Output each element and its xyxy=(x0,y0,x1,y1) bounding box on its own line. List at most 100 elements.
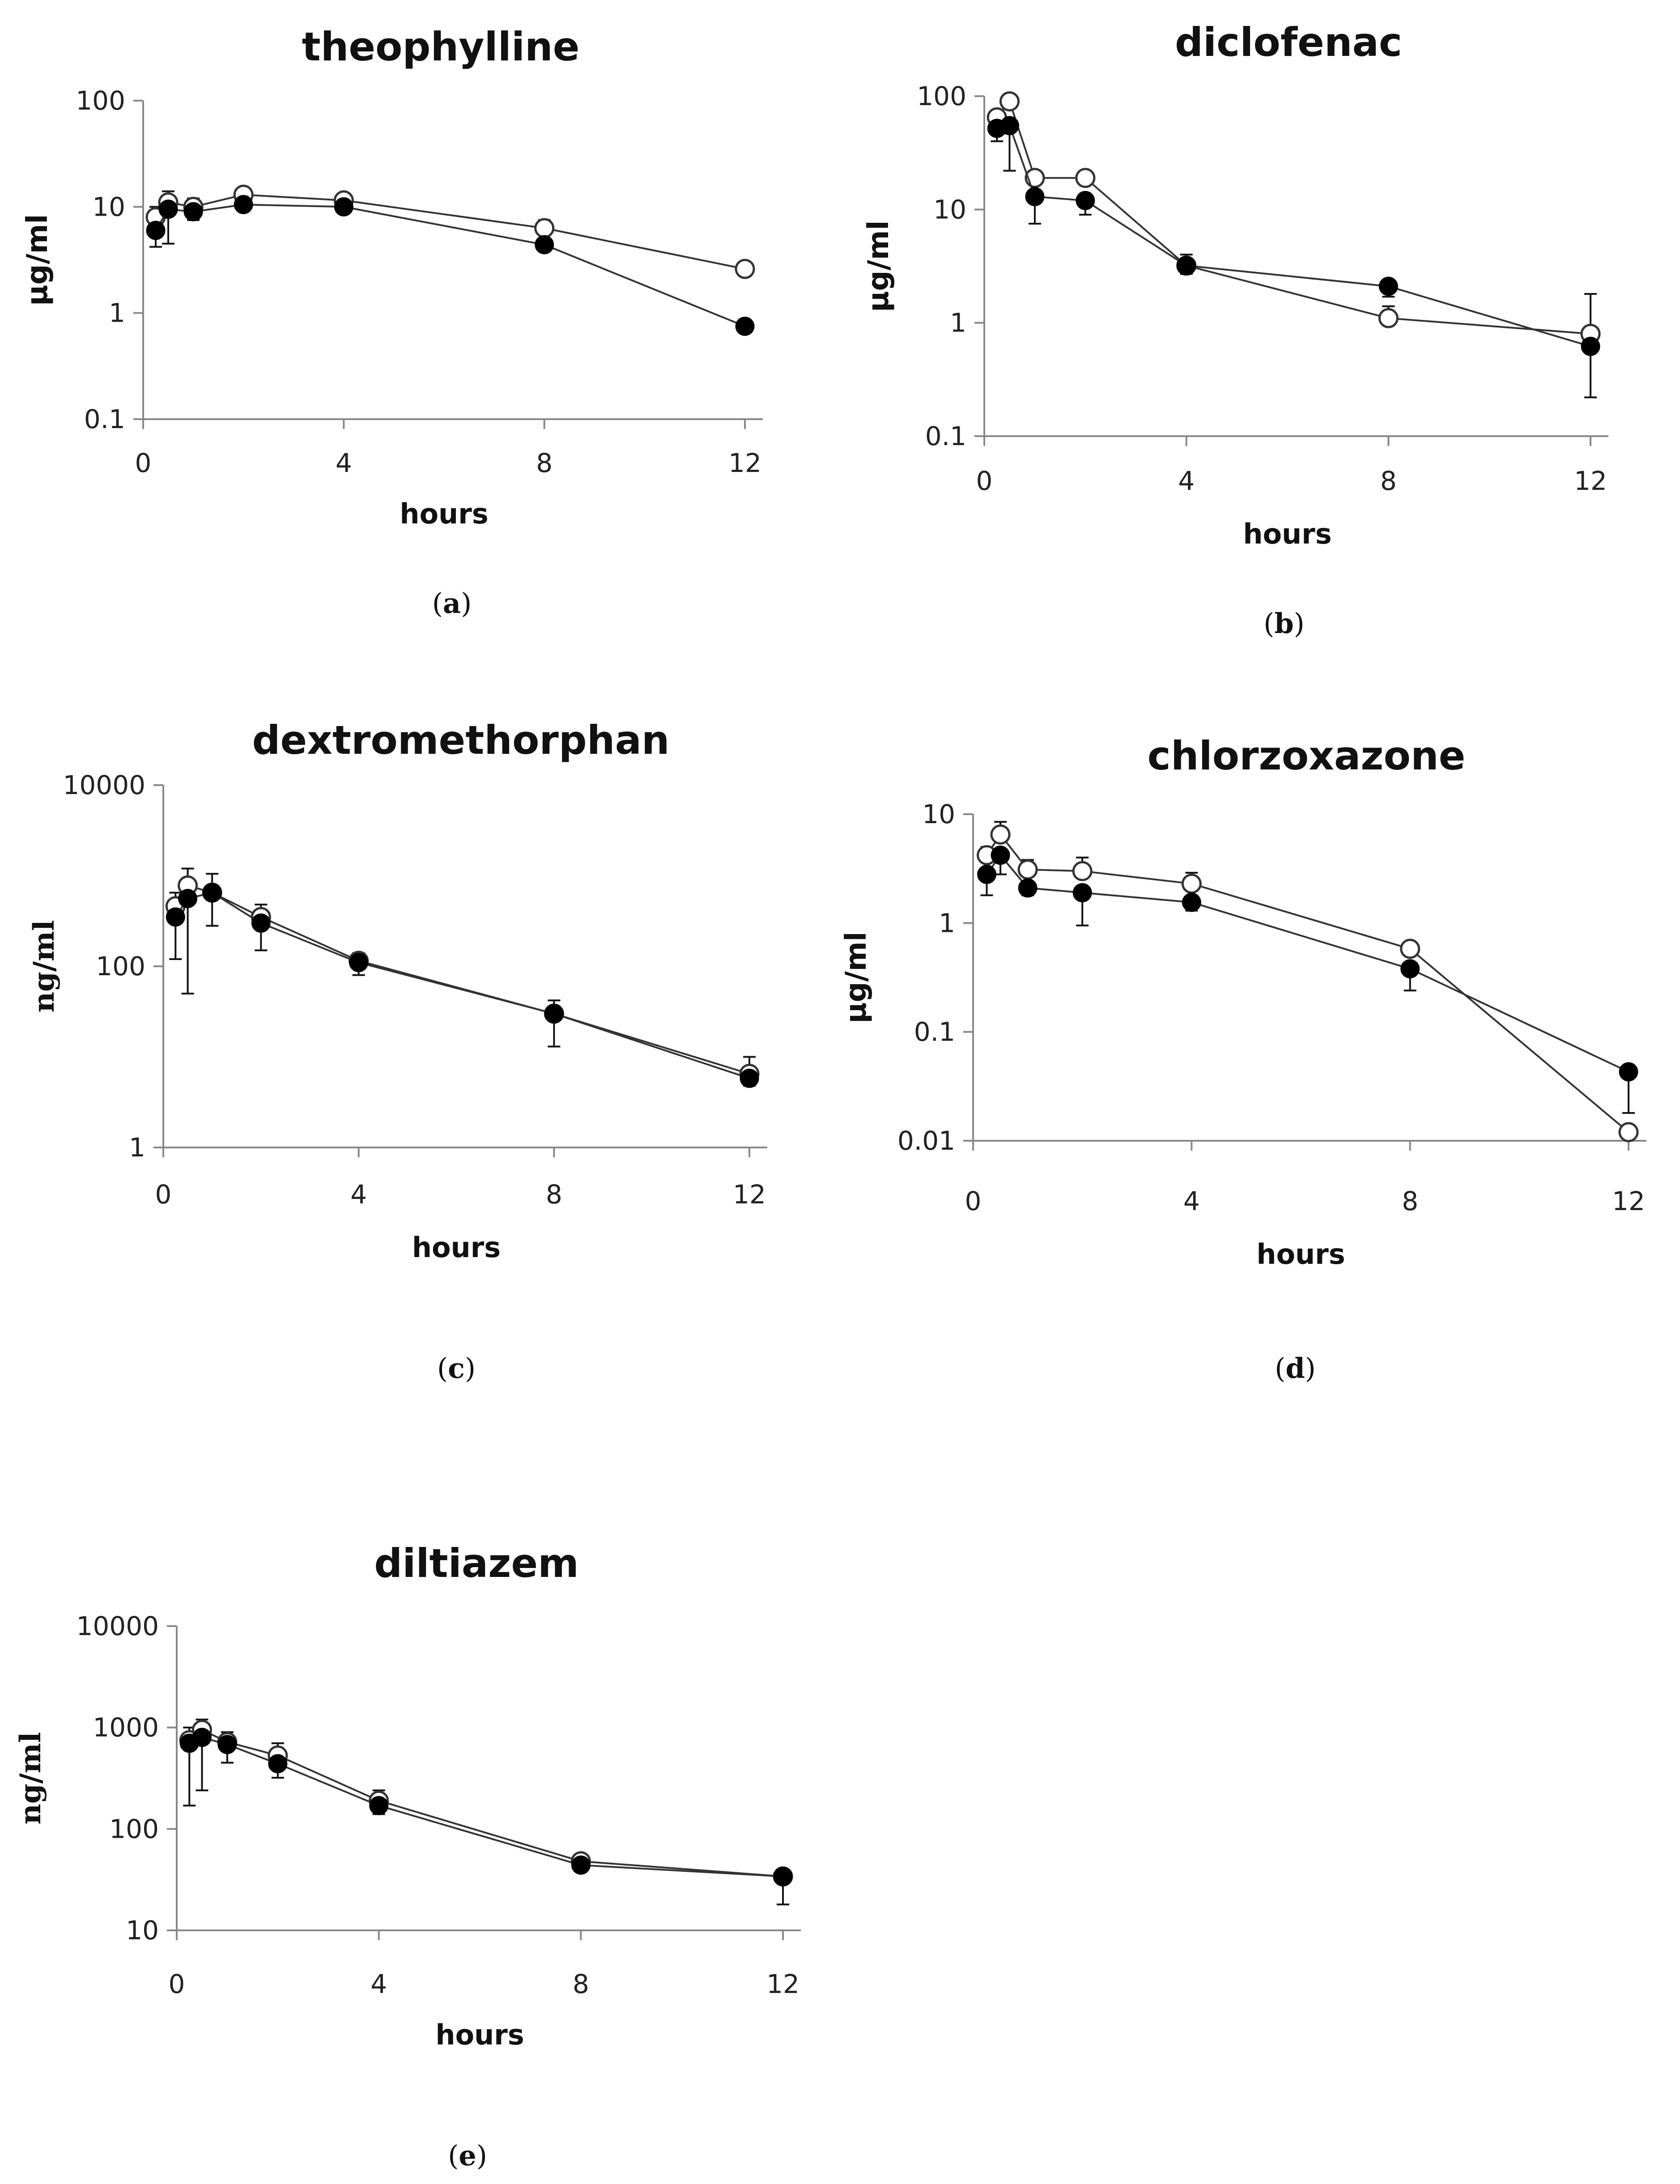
y-tick-label: 1 xyxy=(109,298,125,328)
chart-panel-diclofenac: diclofenac 0.1 1 10 100 0 4 8 12 hours μg/ml (b) xyxy=(862,19,1608,640)
y-tick-label: 0.1 xyxy=(925,421,966,451)
y-tick-label: 0.1 xyxy=(914,1017,955,1047)
x-tick-label: 12 xyxy=(728,448,761,478)
data-point-filled xyxy=(1581,336,1600,356)
data-point-filled xyxy=(202,883,222,902)
y-tick-label: 10000 xyxy=(76,1611,159,1641)
x-tick-label: 8 xyxy=(1402,1186,1418,1216)
y-tick-label: 10 xyxy=(126,1915,159,1946)
x-axis-label: hours xyxy=(1243,518,1331,550)
series-filled xyxy=(987,116,1600,399)
data-point-filled xyxy=(166,907,185,927)
x-tick-label: 4 xyxy=(350,1179,367,1210)
y-tick-label: 1 xyxy=(939,908,955,938)
data-point-filled xyxy=(735,316,755,336)
y-tick-label: 1 xyxy=(129,1132,145,1163)
x-tick-label: 0 xyxy=(976,466,993,496)
panel-caption: (d) xyxy=(1275,1352,1316,1385)
x-tick-label: 12 xyxy=(1574,466,1607,496)
y-axis-label: μg/ml xyxy=(862,221,895,312)
panel-caption: (a) xyxy=(432,587,472,620)
x-axis-label: hours xyxy=(435,2018,524,2051)
y-tick-label: 10 xyxy=(92,191,125,222)
y-tick-label: 100 xyxy=(917,81,966,111)
data-point-open xyxy=(534,218,555,238)
data-point-open xyxy=(1400,939,1421,959)
x-tick-label: 4 xyxy=(1178,466,1195,496)
y-axis-label: ng/ml xyxy=(14,1732,47,1825)
chart-panel-diltiazem: diltiazem 10 100 1000 10000 0 4 8 12 hours ng/ml (e… xyxy=(14,1540,801,2172)
y-tick-label: 0.01 xyxy=(897,1126,955,1156)
data-point-filled xyxy=(1076,191,1095,210)
x-tick-label: 0 xyxy=(965,1186,982,1216)
x-tick-label: 4 xyxy=(336,448,352,478)
x-tick-label: 0 xyxy=(155,1179,172,1210)
data-point-filled xyxy=(991,846,1010,865)
x-tick-label: 0 xyxy=(135,448,152,478)
data-point-filled xyxy=(1400,959,1420,979)
data-point-filled xyxy=(773,1867,793,1887)
chart-panel-dextromethorphan: dextromethorphan 1 100 10000 0 4 8 12 hours ng/ml… xyxy=(27,717,767,1385)
y-tick-label: 1000 xyxy=(93,1712,159,1743)
x-tick-label: 8 xyxy=(546,1179,562,1210)
series-line xyxy=(996,99,1591,335)
data-point-filled xyxy=(234,195,253,214)
y-tick-label: 100 xyxy=(96,951,145,982)
x-axis-label: hours xyxy=(412,1231,501,1264)
y-axis-label: μg/ml xyxy=(21,214,54,306)
data-point-filled xyxy=(268,1754,288,1773)
y-tick-label: 100 xyxy=(76,85,125,116)
x-tick-label: 12 xyxy=(733,1179,766,1210)
data-point-filled xyxy=(192,1728,212,1747)
y-tick-label: 10 xyxy=(933,194,966,225)
y-tick-label: 10 xyxy=(922,799,955,829)
data-point-open xyxy=(999,91,1020,112)
y-tick-label: 0.1 xyxy=(84,404,125,434)
series-filled xyxy=(179,1728,793,1906)
series-open xyxy=(987,91,1601,344)
y-tick-label: 100 xyxy=(109,1814,159,1844)
x-tick-label: 4 xyxy=(1183,1186,1200,1216)
panel-caption: (c) xyxy=(437,1352,476,1385)
data-point-open xyxy=(1017,859,1038,880)
chart-title: theophylline xyxy=(302,24,580,70)
series-line xyxy=(996,124,1591,348)
x-axis-label: hours xyxy=(1256,1238,1345,1270)
data-point-filled xyxy=(740,1068,759,1088)
series-line xyxy=(155,204,745,327)
x-tick-label: 8 xyxy=(536,448,553,478)
data-point-open xyxy=(1072,861,1093,881)
data-point-filled xyxy=(334,197,353,217)
series-open xyxy=(977,821,1639,1143)
data-point-open xyxy=(1181,873,1202,894)
chart-panel-chlorzoxazone: chlorzoxazone 0.01 0.1 1 10 0 4 8 12 hours μg/ml (d… xyxy=(840,733,1646,1385)
data-point-filled xyxy=(146,221,166,240)
chart-title: diclofenac xyxy=(1175,19,1402,65)
data-point-filled xyxy=(1619,1062,1638,1082)
data-point-open xyxy=(990,824,1011,845)
x-tick-label: 12 xyxy=(1612,1186,1645,1216)
data-point-filled xyxy=(544,1004,564,1024)
y-axis-label: ng/ml xyxy=(27,920,61,1013)
data-point-filled xyxy=(1018,878,1038,898)
data-point-filled xyxy=(178,888,198,908)
data-point-filled xyxy=(1182,892,1201,912)
series-filled xyxy=(166,883,759,1088)
panel-caption: (e) xyxy=(448,2139,487,2172)
chart-panel-theophylline: theophylline 0.1 1 10 100 0 4 8 12 hours μg/ml (a) xyxy=(21,24,763,620)
series-open xyxy=(165,867,760,1084)
x-tick-label: 12 xyxy=(766,1969,800,1999)
data-point-filled xyxy=(1177,256,1196,276)
data-point-filled xyxy=(1025,187,1045,206)
x-tick-label: 8 xyxy=(1380,466,1397,496)
data-point-filled xyxy=(999,116,1019,136)
data-point-open xyxy=(1075,168,1096,188)
x-axis-label: hours xyxy=(400,497,488,530)
series-filled xyxy=(146,195,755,336)
panel-caption: (b) xyxy=(1263,607,1305,640)
data-point-filled xyxy=(1378,276,1398,296)
y-tick-label: 1 xyxy=(950,308,966,338)
data-point-filled xyxy=(369,1796,389,1815)
data-point-filled xyxy=(571,1855,591,1875)
